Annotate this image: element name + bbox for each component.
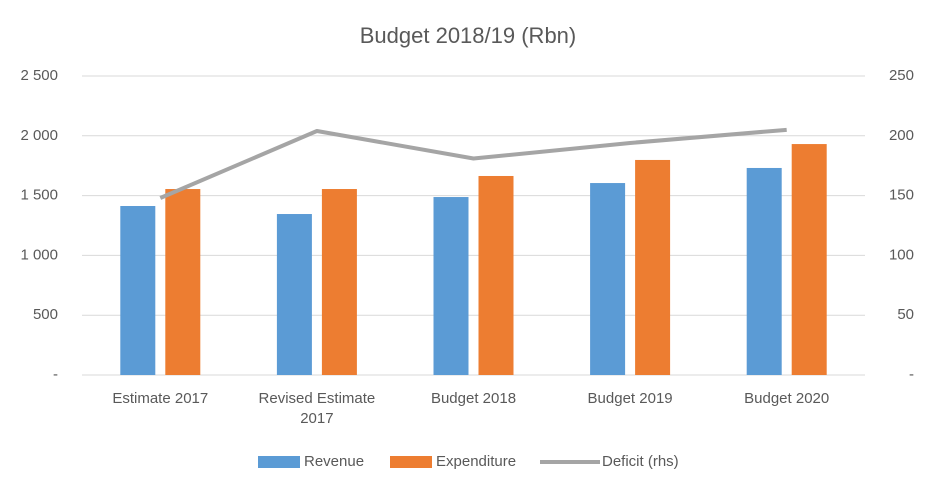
- x-tick-label: Estimate 2017: [112, 390, 209, 407]
- x-tick-label: Budget 2020: [744, 390, 830, 407]
- y-tick-label: -: [53, 366, 58, 383]
- legend-swatch: [258, 456, 300, 468]
- y2-tick-label: 100: [889, 246, 914, 263]
- x-tick-label: Budget 2019: [587, 390, 673, 407]
- bar: [321, 189, 357, 375]
- x-tick-label: Budget 2018: [430, 390, 517, 407]
- bar: [791, 144, 827, 375]
- y2-tick-label: 250: [889, 67, 914, 84]
- y-tick-label: 2 500: [20, 67, 58, 84]
- y2-tick-label: 200: [889, 127, 914, 144]
- y2-tick-label: -: [909, 366, 914, 383]
- y2-tick-label: 50: [897, 306, 914, 323]
- y-tick-label: 1 500: [20, 187, 58, 204]
- legend-label: Expenditure: [436, 453, 516, 470]
- legend-label: Deficit (rhs): [602, 453, 679, 470]
- legend-label: Revenue: [304, 453, 364, 470]
- bar: [276, 214, 312, 375]
- y2-tick-label: 150: [889, 187, 914, 204]
- y-tick-label: 1 000: [20, 246, 58, 263]
- bar: [165, 189, 201, 375]
- chart-title: Budget 2018/19 (Rbn): [360, 23, 577, 48]
- bar: [635, 159, 671, 375]
- bar: [746, 167, 782, 375]
- line: [159, 127, 787, 200]
- bar: [120, 206, 156, 375]
- bar: [590, 183, 626, 375]
- x-tick-label: Revised Estimate 2017: [258, 390, 376, 427]
- y-tick-label: 2 000: [20, 127, 58, 144]
- bar: [478, 175, 514, 375]
- legend-swatch: [390, 456, 432, 468]
- y-tick-label: 500: [33, 306, 58, 323]
- bar: [433, 197, 469, 375]
